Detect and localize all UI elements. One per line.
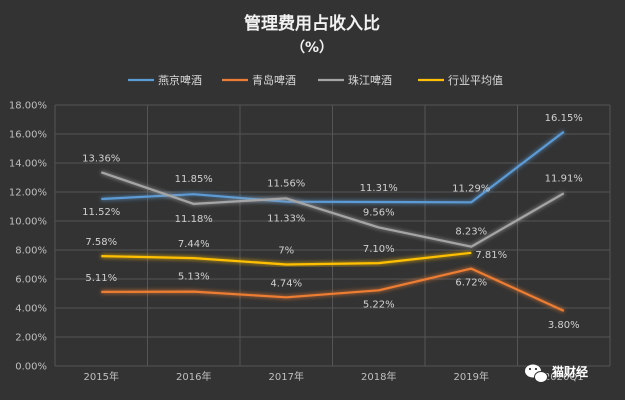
x-tick-label: 2016年 [176, 370, 211, 383]
y-tick-label: 10.00% [9, 217, 47, 228]
legend-item: 青岛啤酒 [222, 73, 296, 87]
data-label: 11.56% [267, 178, 305, 189]
series-layer [100, 130, 565, 312]
x-axis: 2015年 2016年 2017年 2018年 2019年 2020Q1 [84, 370, 584, 383]
chart-title: 管理费用占收入比 [244, 13, 380, 34]
y-tick-label: 14.00% [9, 159, 47, 170]
data-label: 11.91% [545, 173, 583, 184]
y-tick-label: 12.00% [9, 188, 47, 199]
series-line-3 [101, 251, 472, 266]
legend-item: 珠江啤酒 [318, 73, 392, 87]
data-label: 7.10% [363, 244, 395, 255]
y-tick-label: 2.00% [15, 333, 47, 344]
data-label: 9.56% [363, 207, 395, 218]
x-tick-label: 2015年 [84, 370, 119, 383]
legend-label: 珠江啤酒 [348, 73, 392, 87]
data-label: 7.58% [85, 237, 117, 248]
legend: 燕京啤酒 青岛啤酒 珠江啤酒 行业平均值 [128, 73, 503, 87]
series-line-2 [100, 171, 565, 248]
y-tick-label: 0.00% [15, 362, 47, 373]
legend-item: 燕京啤酒 [128, 73, 202, 87]
data-label: 5.11% [85, 273, 117, 284]
grid [54, 104, 611, 367]
x-tick-label: 2019年 [454, 370, 489, 383]
data-label: 11.52% [82, 207, 120, 218]
x-tick-label: 2017年 [269, 370, 304, 383]
series-line-0 [101, 130, 565, 204]
data-labels: 11.52% 11.85% 11.33% 11.31% 11.29% 16.15% 5.11… [82, 113, 583, 331]
legend-label: 燕京啤酒 [158, 73, 202, 87]
data-label: 4.74% [270, 278, 302, 289]
data-label: 11.29% [452, 183, 490, 194]
y-tick-label: 4.00% [15, 304, 47, 315]
data-label: 16.15% [545, 113, 583, 124]
watermark-text: 猫财经 [552, 364, 588, 379]
data-label: 5.22% [363, 299, 395, 310]
data-label: 3.80% [548, 320, 580, 331]
data-label: 7.44% [178, 239, 210, 250]
data-label: 11.31% [360, 183, 398, 194]
y-tick-label: 18.00% [9, 101, 47, 112]
data-label: 5.13% [178, 272, 210, 283]
series-line-1 [101, 267, 565, 312]
y-axis: 0.00% 2.00% 4.00% 6.00% 8.00% 10.00% 12.00% 14.… [9, 101, 47, 373]
y-tick-label: 6.00% [15, 275, 47, 286]
legend-label: 行业平均值 [448, 74, 503, 87]
data-label: 6.72% [455, 278, 487, 289]
data-label: 11.85% [175, 174, 213, 185]
legend-item: 行业平均值 [418, 74, 503, 87]
data-label: 8.23% [455, 227, 487, 238]
watermark: 猫财经 [525, 364, 588, 383]
x-tick-label: 2020Q1 [544, 372, 584, 383]
data-label: 13.36% [82, 153, 120, 164]
legend-label: 青岛啤酒 [252, 73, 296, 87]
chart-subtitle: （%） [291, 40, 333, 56]
data-label: 7% [278, 246, 294, 257]
y-tick-label: 16.00% [9, 130, 47, 141]
wechat-icon [525, 364, 548, 383]
data-label: 7.81% [475, 250, 507, 261]
x-tick-label: 2018年 [361, 370, 396, 383]
data-label: 11.18% [175, 214, 213, 225]
y-tick-label: 8.00% [15, 246, 47, 257]
data-label: 11.33% [267, 214, 305, 225]
